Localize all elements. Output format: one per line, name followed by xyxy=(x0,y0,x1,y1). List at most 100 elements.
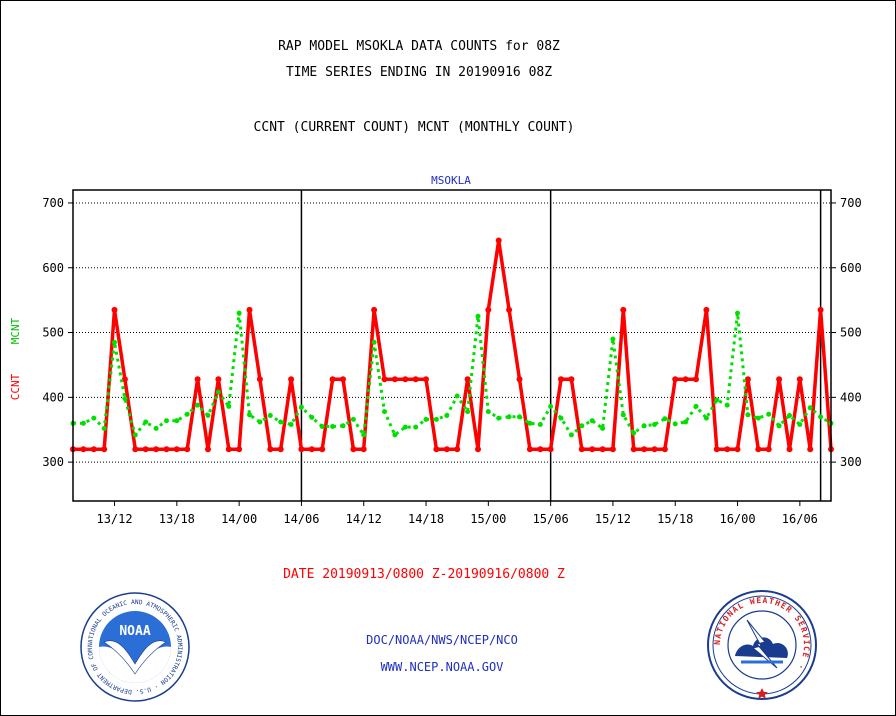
data-point-mcnt xyxy=(527,420,533,426)
data-point-ccnt xyxy=(153,446,160,453)
data-point-mcnt xyxy=(496,415,502,421)
data-point-mcnt xyxy=(724,402,730,408)
data-point-mcnt xyxy=(807,405,813,411)
data-point-mcnt xyxy=(143,419,149,425)
data-point-mcnt xyxy=(714,397,720,403)
data-point-ccnt xyxy=(786,446,793,453)
data-point-ccnt xyxy=(744,376,751,383)
data-point-ccnt xyxy=(142,446,149,453)
y-tick-label-left: 400 xyxy=(42,390,64,404)
data-point-ccnt xyxy=(360,446,367,453)
data-point-ccnt xyxy=(101,446,108,453)
y-tick-label-left: 500 xyxy=(42,326,64,340)
data-point-mcnt xyxy=(382,409,387,415)
data-point-mcnt xyxy=(267,413,273,418)
x-tick-label: 15/00 xyxy=(470,512,506,526)
data-point-mcnt xyxy=(184,411,190,417)
data-point-mcnt xyxy=(80,420,86,426)
data-point-ccnt xyxy=(485,306,492,313)
data-point-mcnt xyxy=(787,413,792,418)
data-point-ccnt xyxy=(609,446,616,453)
plot-border xyxy=(72,189,832,502)
x-tick-label: 13/18 xyxy=(159,512,195,526)
data-point-mcnt xyxy=(257,419,263,425)
data-point-ccnt xyxy=(173,446,180,453)
data-point-mcnt xyxy=(309,414,315,420)
data-point-ccnt xyxy=(267,446,274,453)
x-tick-label: 15/06 xyxy=(533,512,569,526)
data-point-mcnt xyxy=(205,413,211,418)
credit-organization: DOC/NOAA/NWS/NCEP/NCO xyxy=(366,633,518,647)
data-point-ccnt xyxy=(599,446,606,453)
data-point-ccnt xyxy=(693,376,699,383)
data-point-mcnt xyxy=(330,424,336,429)
data-point-ccnt xyxy=(184,446,191,453)
data-point-mcnt xyxy=(465,409,471,415)
plot-title: MSOKLA xyxy=(431,174,471,187)
data-point-ccnt xyxy=(412,376,419,383)
data-point-ccnt xyxy=(205,446,211,453)
data-point-ccnt xyxy=(163,446,170,453)
data-point-mcnt xyxy=(693,403,699,409)
series-line-ccnt xyxy=(73,238,833,451)
y-tick-label-right: 700 xyxy=(840,196,862,210)
data-point-mcnt xyxy=(589,418,595,424)
data-point-ccnt xyxy=(391,376,398,383)
date-range: DATE 20190913/0800 Z-20190916/0800 Z xyxy=(283,567,565,582)
grid xyxy=(73,190,831,501)
data-point-mcnt xyxy=(517,414,522,420)
data-point-mcnt xyxy=(298,404,304,410)
data-point-mcnt xyxy=(319,424,325,429)
data-point-mcnt xyxy=(475,313,481,319)
data-point-mcnt xyxy=(164,418,169,424)
y-tick-label-right: 400 xyxy=(840,390,862,404)
data-point-ccnt xyxy=(589,446,596,453)
data-point-mcnt xyxy=(766,411,772,417)
data-point-mcnt xyxy=(340,423,346,429)
data-point-ccnt xyxy=(651,446,658,453)
data-point-mcnt xyxy=(662,416,668,422)
y-axis-titles: CCNT MCNT xyxy=(9,317,22,400)
data-point-ccnt xyxy=(526,446,533,453)
data-point-mcnt xyxy=(288,422,294,427)
x-tick-label: 14/12 xyxy=(346,512,382,526)
data-point-ccnt xyxy=(402,376,409,383)
x-tick-label: 14/06 xyxy=(283,512,319,526)
series xyxy=(70,237,834,453)
data-point-ccnt xyxy=(121,376,128,383)
data-point-ccnt xyxy=(558,376,564,383)
data-point-mcnt xyxy=(195,402,201,408)
data-point-ccnt xyxy=(495,237,502,244)
data-point-ccnt xyxy=(288,376,295,383)
data-point-mcnt xyxy=(350,416,356,422)
data-point-ccnt xyxy=(111,306,118,313)
data-point-ccnt xyxy=(80,446,87,453)
series-line-mcnt xyxy=(73,311,832,437)
y-axis-label-ccnt: CCNT xyxy=(9,373,22,400)
chart-title-line1: RAP MODEL MSOKLA DATA COUNTS for 08Z xyxy=(278,39,560,54)
x-tick-label: 16/00 xyxy=(719,512,755,526)
x-tick-label: 14/00 xyxy=(221,512,257,526)
data-point-ccnt xyxy=(537,446,544,453)
data-point-mcnt xyxy=(558,415,564,421)
data-point-mcnt xyxy=(413,424,419,430)
data-point-ccnt xyxy=(620,306,627,313)
data-point-ccnt xyxy=(506,306,513,313)
data-point-mcnt xyxy=(506,414,512,420)
data-point-ccnt xyxy=(433,446,440,453)
data-point-mcnt xyxy=(454,393,460,399)
data-point-mcnt xyxy=(579,423,585,429)
data-point-mcnt xyxy=(600,425,606,431)
data-point-mcnt xyxy=(361,432,367,438)
data-point-mcnt xyxy=(683,419,689,425)
data-point-ccnt xyxy=(661,446,668,453)
data-point-ccnt xyxy=(672,376,679,383)
data-point-ccnt xyxy=(755,446,762,453)
data-point-ccnt xyxy=(724,446,731,453)
data-point-ccnt xyxy=(641,446,648,453)
data-point-mcnt xyxy=(548,403,554,409)
data-point-mcnt xyxy=(278,419,284,425)
y-tick-label-left: 300 xyxy=(42,455,64,469)
data-point-ccnt xyxy=(765,446,772,453)
axes: 300 300 400 400 500 500 600 600 700 700 13/12 13/18… xyxy=(42,196,861,526)
